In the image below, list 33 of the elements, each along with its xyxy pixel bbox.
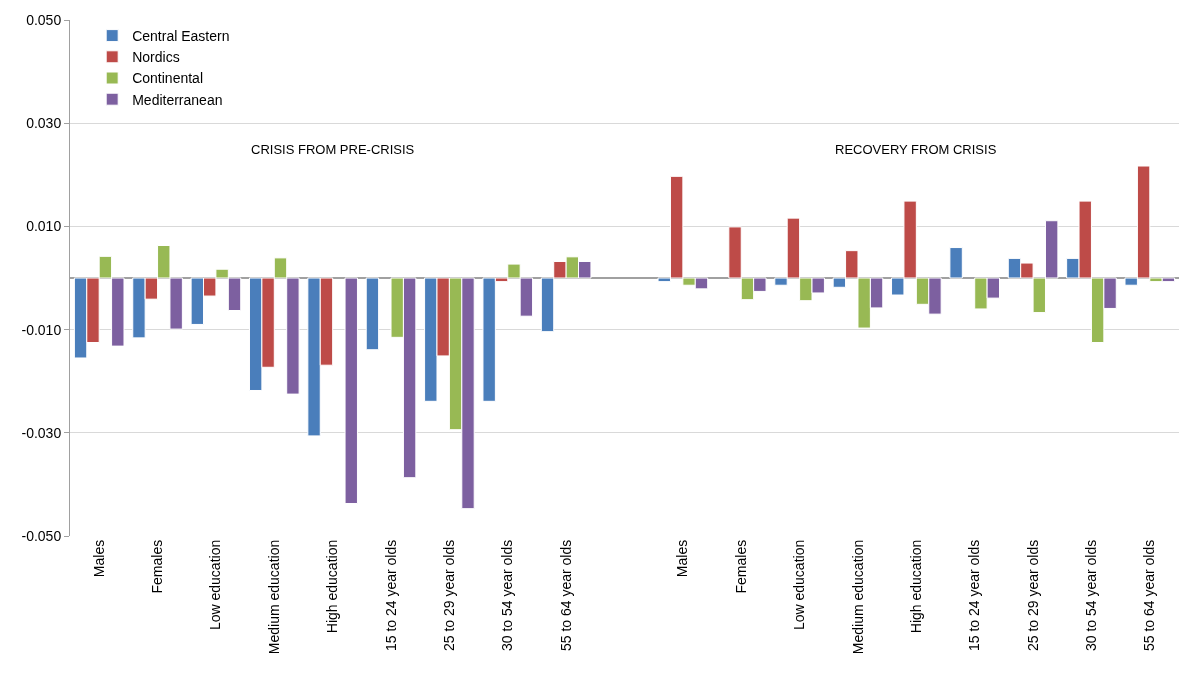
- y-tick-label: -0.050: [21, 527, 62, 544]
- x-tick-label: 15 to 24 year olds: [966, 539, 983, 652]
- x-tick-label: 55 to 64 year olds: [1141, 539, 1158, 652]
- y-tick-label: -0.030: [21, 424, 62, 441]
- x-tick-label: High education: [907, 539, 924, 634]
- x-tick-label: Females: [149, 539, 166, 594]
- x-tick-label: Low education: [791, 539, 808, 631]
- legend-label: Nordics: [132, 49, 180, 66]
- x-tick-label: 55 to 64 year olds: [557, 539, 574, 652]
- x-tick-label: 15 to 24 year olds: [382, 539, 399, 652]
- x-tick-label: 30 to 54 year olds: [1083, 539, 1099, 652]
- x-tick-label: 30 to 54 year olds: [499, 539, 516, 652]
- bar: [365, 277, 380, 351]
- legend-label: Mediterranean: [132, 91, 223, 108]
- x-tick-label: Medium education: [849, 539, 866, 655]
- x-tick-label: High education: [324, 539, 341, 634]
- x-tick-label: 25 to 29 year olds: [440, 539, 457, 652]
- x-tick-label: 25 to 29 year olds: [1024, 539, 1041, 652]
- annotation: RECOVERY FROM CRISIS: [835, 142, 997, 157]
- bar: [344, 277, 358, 504]
- annotation: CRISIS FROM PRE-CRISIS: [251, 142, 415, 157]
- x-tick-label: Low education: [207, 539, 224, 631]
- bar: [949, 247, 963, 279]
- legend-label: Continental: [132, 70, 204, 87]
- y-tick-label: 0.010: [26, 218, 62, 235]
- x-tick-label: Males: [674, 539, 691, 578]
- legend-label: Central Eastern: [132, 28, 230, 45]
- x-tick-label: Males: [90, 539, 107, 578]
- x-tick-label: Females: [732, 539, 749, 594]
- y-tick-label: 0.050: [26, 11, 62, 28]
- x-tick-label: Medium education: [265, 539, 282, 655]
- y-tick-label: -0.010: [21, 321, 62, 338]
- y-tick-label: 0.030: [26, 115, 62, 132]
